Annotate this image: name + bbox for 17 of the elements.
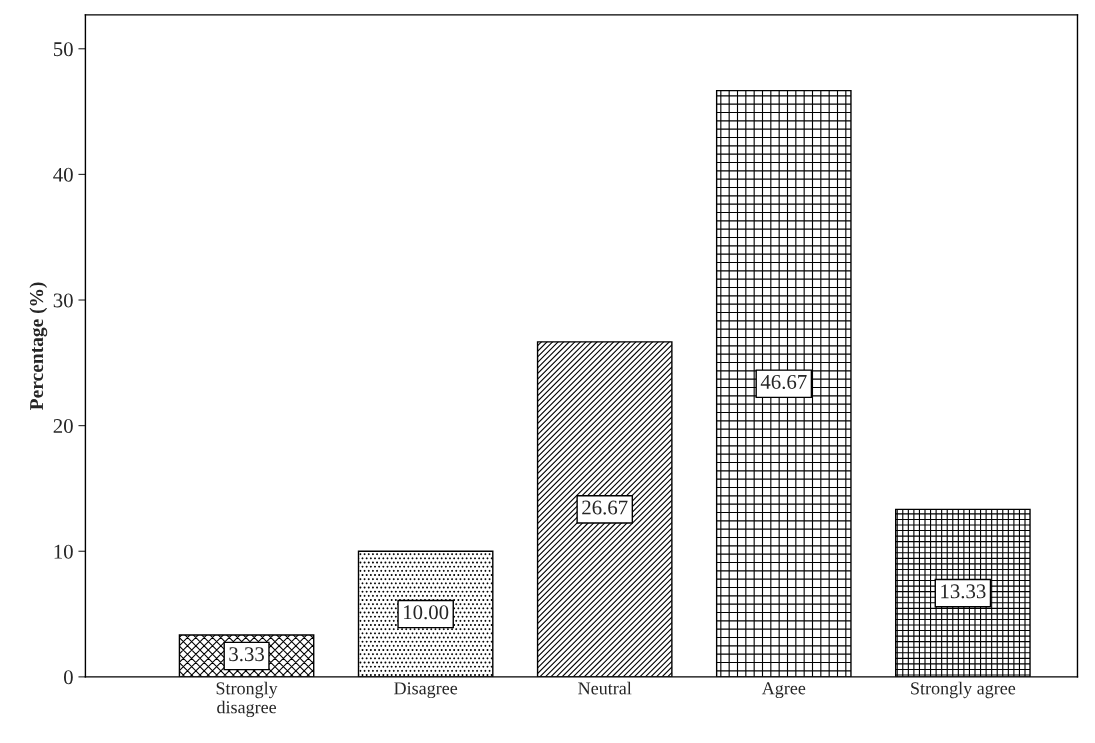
x-tick-label: Neutral <box>578 681 632 695</box>
data-label: 26.67 <box>582 500 628 515</box>
y-tick-label: 10 <box>54 544 73 559</box>
data-label: 10.00 <box>404 605 449 620</box>
data-label: 13.33 <box>941 584 986 599</box>
x-tick-label: Strongly agree <box>911 681 1016 699</box>
y-tick-label: 30 <box>53 293 73 308</box>
data-label: 3.33 <box>229 647 264 662</box>
y-tick-label: 20 <box>53 419 73 434</box>
x-tick-label: Disagree <box>394 682 458 699</box>
x-tick-label: Agree <box>761 682 806 699</box>
data-label: 46.67 <box>760 374 807 390</box>
y-tick-label: 0 <box>63 670 73 685</box>
x-tick-label: Strongly disagree <box>216 681 278 718</box>
y-tick-label: 40 <box>53 167 73 182</box>
y-axis-title: Percentage (%) <box>29 282 48 410</box>
y-tick-label: 50 <box>53 42 73 57</box>
